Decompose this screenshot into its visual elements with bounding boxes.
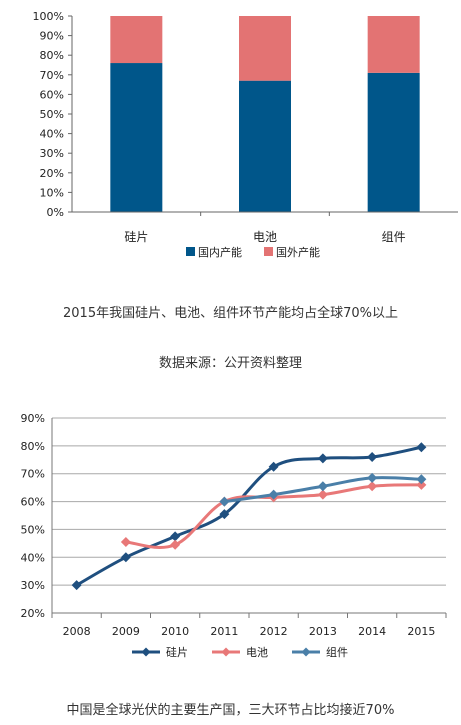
y-tick-label: 40%	[40, 128, 64, 141]
data-point	[367, 452, 378, 462]
data-point	[120, 536, 131, 547]
data-point	[317, 481, 328, 492]
x-tick-label: 2011	[210, 625, 238, 638]
chart2-caption: 中国是全球光伏的主要生产国，三大环节占比均接近70%	[66, 703, 395, 718]
y-tick-label: 70%	[40, 69, 64, 82]
data-point	[416, 442, 427, 453]
chart1-caption: 2015年我国硅片、电池、组件环节产能均占全球70%以上	[63, 306, 398, 321]
data-point	[219, 496, 230, 507]
legend: 硅片 电池 组件	[132, 645, 348, 659]
x-tick-label: 电池	[253, 230, 277, 244]
y-axis: 20% 30% 40% 50% 60% 70% 80% 90%	[21, 412, 53, 620]
y-tick-label: 40%	[21, 551, 45, 564]
x-tick-label: 2009	[112, 625, 140, 638]
gridlines	[52, 417, 446, 586]
data-point	[268, 461, 279, 472]
line-chart: 20% 30% 40% 50% 60% 70% 80% 90% 2008 2009 2010 201…	[21, 412, 447, 659]
bars	[110, 16, 420, 213]
legend: 国内产能 国外产能	[186, 245, 320, 259]
y-tick-label: 80%	[21, 440, 45, 453]
y-tick-label: 50%	[40, 108, 64, 121]
x-tick-label: 组件	[382, 230, 406, 244]
data-point	[367, 481, 378, 492]
y-tick-label: 100%	[33, 10, 64, 23]
legend-label: 国外产能	[276, 245, 320, 259]
series-line	[75, 445, 422, 587]
legend-swatch	[186, 247, 195, 256]
bar-segment	[239, 80, 291, 213]
data-point	[416, 474, 427, 485]
legend-label: 电池	[246, 646, 268, 659]
y-tick-label: 30%	[40, 147, 64, 160]
y-tick-label: 10%	[40, 186, 64, 199]
y-tick-label: 20%	[40, 167, 64, 180]
stacked-bar-chart: 0% 10% 20% 30% 40% 50% 60% 70% 80% 90% 100% 硅片 电池 组件…	[33, 10, 458, 259]
data-point	[170, 531, 181, 542]
bar-segment	[239, 16, 291, 81]
data-point	[219, 509, 230, 520]
bar-segment	[367, 16, 420, 73]
x-tick-label: 2015	[407, 625, 435, 638]
legend-label: 组件	[326, 645, 348, 659]
data-point	[120, 552, 131, 563]
data-point	[416, 479, 427, 490]
x-tick-label: 2013	[309, 625, 337, 638]
x-tick-label: 2008	[63, 625, 91, 638]
legend-marker	[221, 647, 231, 657]
data-point	[317, 453, 328, 464]
y-tick-label: 50%	[21, 523, 45, 536]
y-tick-label: 60%	[40, 88, 64, 101]
data-point	[268, 489, 279, 500]
x-tick-label: 硅片	[124, 230, 148, 244]
data-point	[170, 539, 181, 550]
y-tick-label: 80%	[40, 49, 64, 62]
x-tick-label: 2012	[260, 625, 288, 638]
y-tick-label: 90%	[21, 412, 45, 425]
x-axis: 2008 2009 2010 2011 2012 2013 2014 2015	[51, 612, 447, 638]
x-tick-label: 2014	[358, 625, 386, 638]
legend-swatch	[264, 247, 273, 256]
y-tick-label: 90%	[40, 30, 64, 43]
y-tick-label: 30%	[21, 579, 45, 592]
bar-segment	[110, 16, 163, 64]
legend-marker	[301, 647, 311, 657]
legend-label: 国内产能	[198, 245, 242, 259]
bar-segment	[110, 63, 163, 212]
series-lines	[71, 442, 427, 591]
x-axis: 硅片 电池 组件	[72, 211, 458, 244]
y-tick-label: 20%	[21, 607, 45, 620]
y-tick-label: 0%	[47, 206, 64, 219]
y-tick-label: 60%	[21, 496, 45, 509]
data-point	[71, 580, 82, 591]
legend-label: 硅片	[166, 646, 188, 659]
y-tick-label: 70%	[21, 468, 45, 481]
data-point	[367, 472, 378, 483]
data-point	[317, 489, 328, 500]
y-axis: 0% 10% 20% 30% 40% 50% 60% 70% 80% 90% 100%	[33, 10, 73, 219]
source-caption: 数据来源：公开资料整理	[158, 356, 302, 371]
bar-segment	[367, 72, 420, 212]
x-tick-label: 2010	[161, 625, 189, 638]
legend-marker	[141, 647, 151, 657]
